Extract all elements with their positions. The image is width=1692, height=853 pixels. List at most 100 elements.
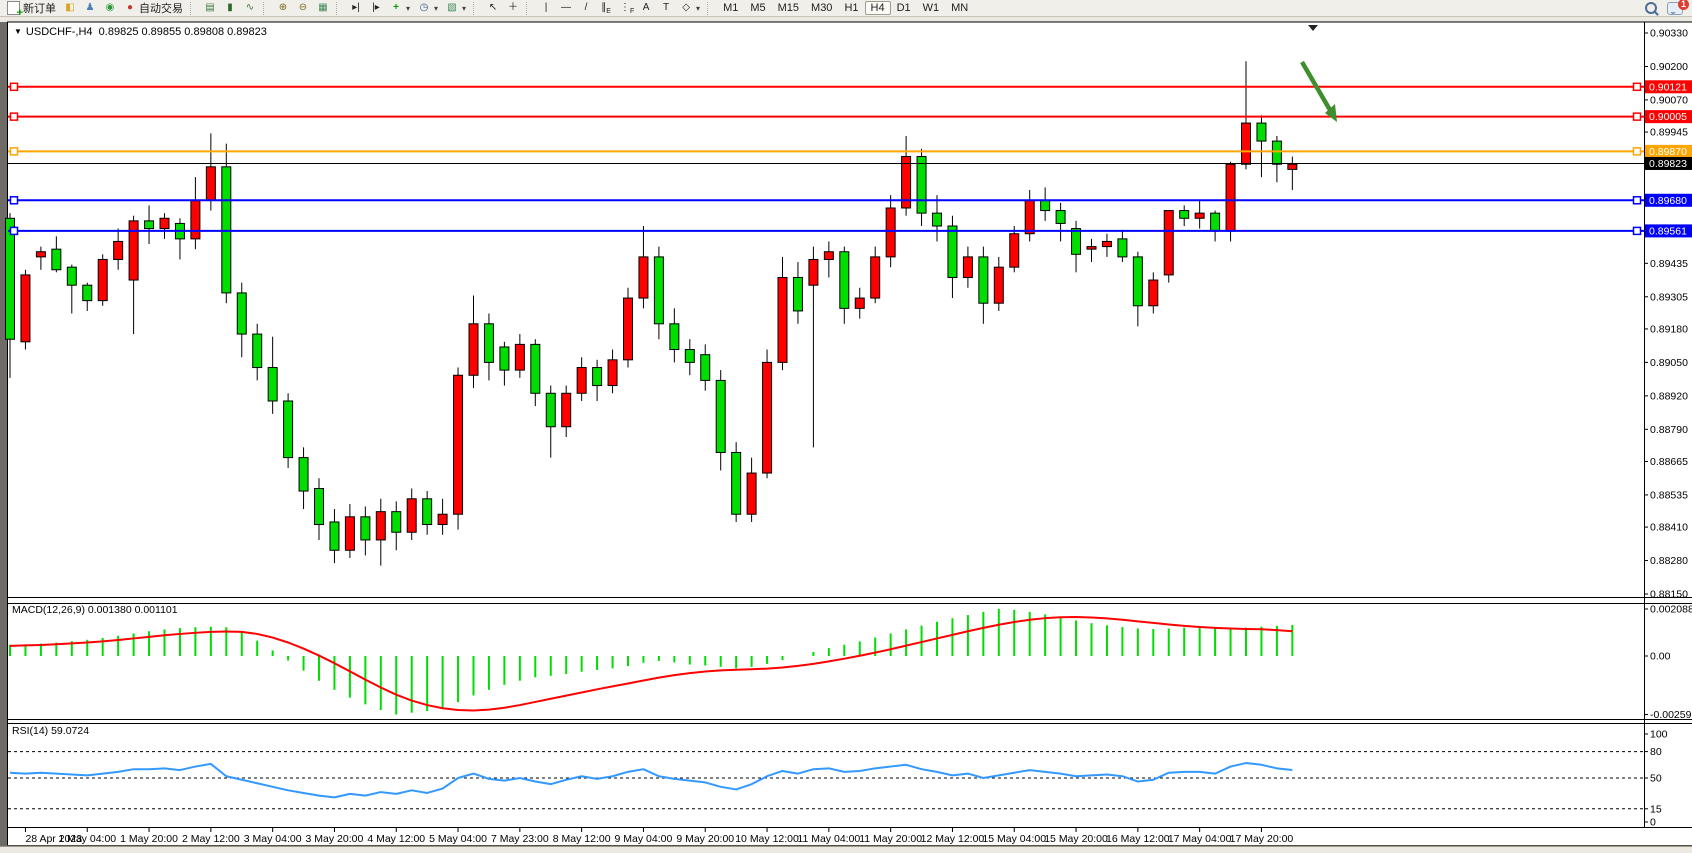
profiles-button[interactable]: ♟: [80, 0, 100, 17]
price-tag-label: 0.89870: [1649, 146, 1687, 158]
candle-body: [1210, 212, 1221, 232]
crosshair-button[interactable]: ＋: [503, 0, 523, 17]
candle-body: [391, 511, 402, 533]
timeframe-h1[interactable]: H1: [844, 1, 859, 14]
candle-body: [592, 367, 603, 387]
timeframe-m15[interactable]: M15: [777, 1, 800, 14]
candle-body: [20, 274, 31, 343]
chevron-down-icon: ▾: [696, 3, 701, 13]
auto-trading-label: 自动交易: [139, 3, 183, 15]
timeframe-m1[interactable]: M1: [723, 1, 739, 14]
candle-body: [113, 240, 124, 260]
text-icon: A: [642, 2, 650, 13]
time-scale-label: 9 May 20:00: [676, 833, 734, 845]
candle-body: [499, 346, 510, 371]
time-scale-label: 11 May 20:00: [859, 833, 922, 845]
price-scale-label: 0.89945: [1650, 127, 1688, 139]
candle-body: [1024, 199, 1035, 235]
line-handle: [9, 82, 19, 92]
chart-shift-button[interactable]: |▸: [366, 0, 386, 17]
chevron-down-icon: ▾: [434, 3, 439, 13]
toolbar-separator: [263, 1, 270, 15]
price-scale-label: 0.88410: [1650, 522, 1688, 534]
time-scale-label: 17 May 04:00: [1168, 833, 1232, 845]
chat-icon[interactable]: 1: [1667, 0, 1689, 15]
text-label-button[interactable]: T: [656, 0, 676, 17]
candle-body: [1271, 140, 1282, 165]
price-tag-label: 0.89823: [1649, 158, 1687, 170]
candle-body: [190, 199, 201, 240]
styler-button[interactable]: ◧: [60, 0, 80, 17]
toolbar-separator: [336, 1, 343, 15]
auto-scroll-button[interactable]: ▸|: [346, 0, 366, 17]
auto-trading-button[interactable]: ● 自动交易: [120, 0, 187, 17]
trend-line-button[interactable]: /: [576, 0, 596, 17]
candle-body: [283, 400, 294, 459]
indicators-button[interactable]: + ▾: [386, 0, 414, 17]
timeframe-d1[interactable]: D1: [896, 1, 911, 14]
arrows-button[interactable]: ◇ ▾: [676, 0, 704, 17]
line-chart-button[interactable]: ∿: [240, 0, 260, 17]
main-toolbar: + 新订单 ◧ ♟ ◉ ● 自动交易 ▤ ▮ ∿ ⊕ ⊖ ▦ ▸| |▸ + ▾ …: [0, 0, 1692, 19]
equidistant-channel-button[interactable]: ∥E: [596, 0, 616, 17]
rsi-scale-label: 100: [1650, 729, 1668, 741]
candle-body: [51, 248, 62, 271]
candle-body: [1086, 246, 1097, 250]
candlestick-chart-button[interactable]: ▮: [220, 0, 240, 17]
candle-body: [82, 284, 93, 302]
rsi-scale-label: 80: [1650, 746, 1662, 758]
macd-scale-label: 0.00: [1650, 651, 1671, 663]
templates-button[interactable]: ▧ ▾: [442, 0, 470, 17]
candlestick-icon: ▮: [227, 2, 233, 13]
horizontal-line-icon: —: [561, 2, 572, 13]
fibonacci-button[interactable]: ⋮F: [616, 0, 636, 17]
time-scale-label: 7 May 23:00: [491, 833, 549, 845]
toolbar-separator: [473, 1, 480, 15]
candle-body: [468, 323, 479, 376]
text-button[interactable]: A: [636, 0, 656, 17]
search-icon[interactable]: [1645, 2, 1657, 14]
toolbar-separator: [190, 1, 197, 15]
time-scale-label: 12 May 12:00: [921, 833, 985, 845]
fibonacci-icon: ⋮F: [620, 2, 635, 15]
annotation-arrow-shaft[interactable]: [1300, 60, 1332, 112]
candle-body: [777, 276, 788, 363]
horizontal-line-button[interactable]: —: [556, 0, 576, 17]
timeframe-mn[interactable]: MN: [951, 1, 969, 14]
candle-body: [267, 367, 278, 402]
zoom-out-button[interactable]: ⊖: [293, 0, 313, 17]
new-order-button[interactable]: + 新订单: [3, 0, 60, 19]
candle-body: [453, 374, 464, 515]
cursor-button[interactable]: ↖: [483, 0, 503, 17]
candle-body: [947, 225, 958, 278]
price-scale-label: 0.89050: [1650, 357, 1688, 369]
toolbar-right-group: 1: [1645, 0, 1689, 15]
periods-button[interactable]: ◷ ▾: [414, 0, 442, 17]
vertical-line-button[interactable]: |: [536, 0, 556, 17]
text-label-icon: T: [662, 2, 670, 13]
line-handle: [9, 112, 19, 121]
candle-body: [1117, 238, 1128, 258]
bar-chart-button[interactable]: ▤: [200, 0, 220, 17]
candle-body: [483, 323, 494, 363]
timeframe-w1[interactable]: W1: [922, 1, 940, 14]
tile-windows-button[interactable]: ▦: [313, 0, 333, 17]
rsi-scale-label: 0: [1650, 817, 1656, 829]
time-scale-label: 11 May 04:00: [797, 833, 860, 845]
timeframe-m30[interactable]: M30: [811, 1, 833, 14]
zoom-in-button[interactable]: ⊕: [273, 0, 293, 17]
candle-body: [375, 511, 386, 541]
status-bar: [0, 846, 1692, 853]
line-handle: [1632, 196, 1642, 205]
alerts-button[interactable]: ◉: [100, 0, 120, 17]
candle-body: [978, 256, 989, 304]
line-chart-icon: ∿: [245, 2, 255, 13]
timeframe-h4[interactable]: H4: [864, 0, 891, 15]
candle-body: [1163, 210, 1174, 276]
candle-body: [344, 516, 355, 551]
new-order-label: 新订单: [23, 3, 56, 15]
rsi-line: [9, 762, 1293, 799]
timeframe-m5[interactable]: M5: [750, 1, 766, 14]
candle-body: [514, 343, 525, 371]
